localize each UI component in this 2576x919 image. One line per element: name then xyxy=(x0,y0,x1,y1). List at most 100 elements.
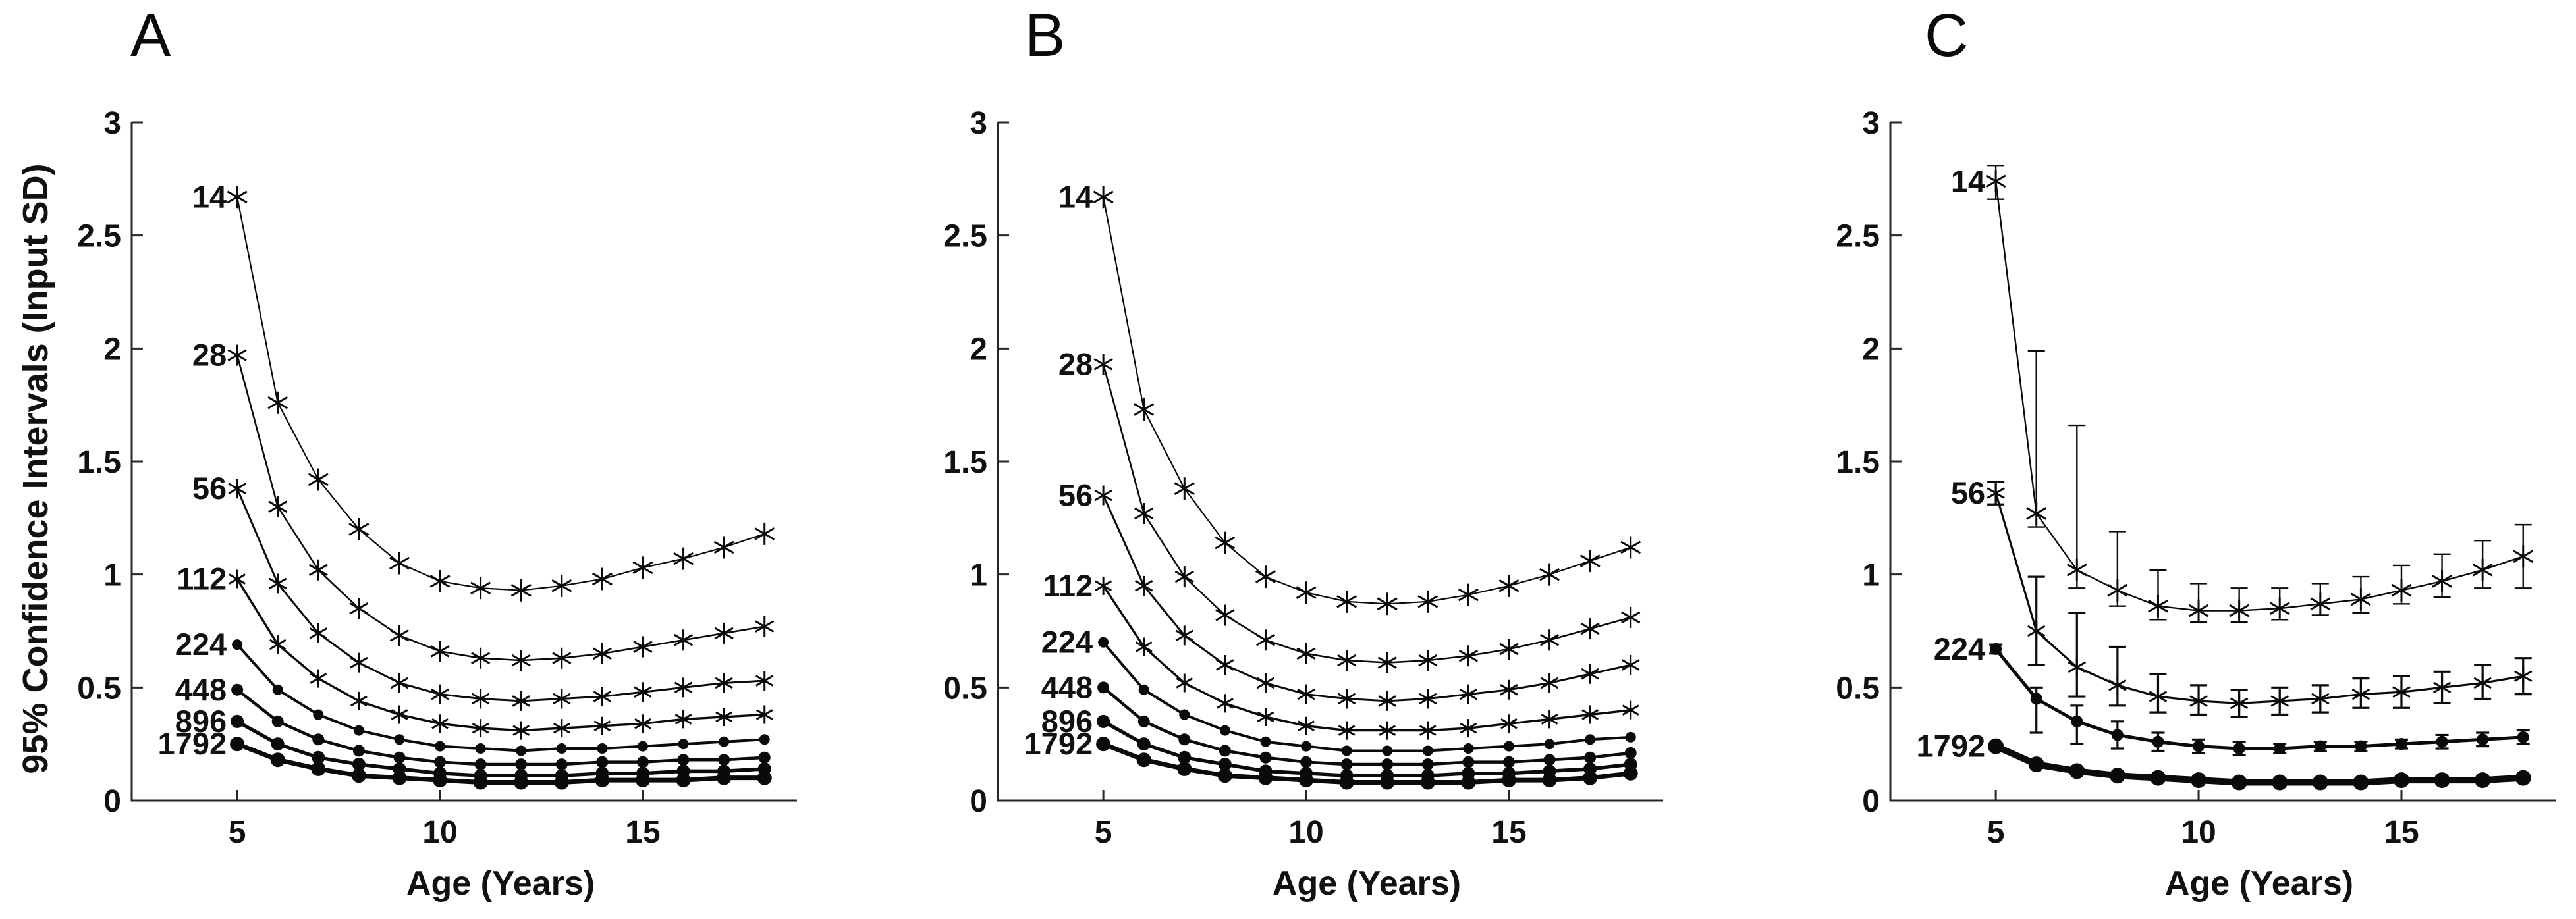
dot-marker xyxy=(2274,743,2286,755)
series-line xyxy=(236,643,766,752)
star-marker xyxy=(2473,673,2492,693)
panel-b-letter: B xyxy=(1025,2,1066,69)
dot-marker xyxy=(272,684,283,695)
y-tick-label: 1 xyxy=(103,558,121,593)
dot-marker xyxy=(678,739,689,750)
series-line xyxy=(1102,363,1632,664)
star-marker xyxy=(511,650,531,671)
dot-marker xyxy=(719,736,730,747)
star-marker xyxy=(1175,625,1194,646)
dot-marker xyxy=(1990,643,2002,655)
dot-marker xyxy=(1544,739,1555,750)
series-line xyxy=(1102,494,1632,702)
dot-marker xyxy=(433,773,448,788)
dot-marker xyxy=(1258,770,1273,785)
star-marker xyxy=(2513,666,2533,687)
dot-marker xyxy=(1382,745,1393,756)
x-tick-label: 10 xyxy=(422,815,457,850)
dot-marker xyxy=(597,743,608,754)
star-marker xyxy=(713,536,734,559)
star-marker xyxy=(2107,579,2128,602)
star-marker xyxy=(1417,590,1439,613)
dot-marker xyxy=(2314,740,2326,752)
star-marker xyxy=(755,671,774,691)
star-marker xyxy=(1419,721,1437,740)
dot-marker xyxy=(1177,761,1192,776)
dot-marker xyxy=(2231,774,2247,791)
dot-marker xyxy=(1340,758,1353,771)
star-marker xyxy=(674,677,693,698)
series-14: 14 xyxy=(1058,179,1641,616)
star-marker xyxy=(1377,652,1397,673)
dot-marker xyxy=(1219,725,1230,736)
star-marker xyxy=(471,647,491,669)
series-label-n14: 14 xyxy=(1058,179,1093,214)
star-marker xyxy=(431,684,449,704)
panel-c-plot: 0 0.5 1 1.5 2 2.5 3 5 10 15 14 56 224 1792 xyxy=(1836,106,2556,850)
dot-marker xyxy=(1463,743,1474,754)
star-marker xyxy=(1620,536,1641,559)
star-marker xyxy=(1337,689,1356,709)
star-marker xyxy=(228,479,246,499)
star-marker xyxy=(1580,618,1600,640)
axes-lines xyxy=(1889,122,2556,802)
star-marker xyxy=(1336,590,1357,613)
star-marker xyxy=(308,559,328,581)
star-marker xyxy=(714,622,734,644)
star-marker xyxy=(229,569,246,589)
star-marker xyxy=(551,574,572,597)
x-tick-label: 15 xyxy=(1491,815,1526,850)
dot-marker xyxy=(1585,734,1596,745)
star-marker xyxy=(1539,563,1560,586)
x-tick-label: 15 xyxy=(625,815,660,850)
star-marker xyxy=(1174,566,1194,588)
dot-marker xyxy=(230,737,245,752)
star-marker xyxy=(472,719,489,738)
dot-marker xyxy=(313,709,324,720)
star-marker xyxy=(2269,597,2290,620)
panel-b-x-axis-label: Age (Years) xyxy=(1272,864,1462,903)
dot-marker xyxy=(2355,740,2367,752)
dot-marker xyxy=(2477,733,2489,746)
dot-marker xyxy=(435,741,446,752)
dot-marker xyxy=(757,770,772,785)
star-marker xyxy=(593,716,611,735)
dot-marker xyxy=(394,734,405,745)
star-marker xyxy=(2189,691,2208,711)
star-marker xyxy=(2068,657,2087,677)
x-tick-label: 10 xyxy=(2181,815,2216,850)
star-marker xyxy=(1134,502,1154,524)
star-marker xyxy=(2026,502,2047,525)
dot-marker xyxy=(1219,745,1231,757)
star-marker xyxy=(1500,679,1518,700)
y-tick-label: 0 xyxy=(103,784,121,819)
series-line xyxy=(1994,647,2525,750)
dot-marker xyxy=(473,775,488,790)
star-marker xyxy=(1378,691,1396,711)
star-marker xyxy=(2108,675,2127,695)
star-marker xyxy=(1579,550,1601,573)
star-marker xyxy=(1215,604,1235,626)
star-marker xyxy=(1419,689,1437,709)
star-marker xyxy=(2188,599,2209,622)
y-tick-label: 3 xyxy=(1862,106,1880,141)
star-marker xyxy=(310,669,327,688)
star-marker xyxy=(1499,638,1519,660)
star-marker xyxy=(470,577,491,600)
star-marker xyxy=(553,719,570,738)
panel-a-letter: A xyxy=(130,2,171,69)
star-marker xyxy=(632,556,653,579)
star-marker xyxy=(1176,673,1193,693)
series-line xyxy=(236,196,765,591)
dot-marker xyxy=(1380,775,1395,790)
star-marker xyxy=(389,552,410,575)
star-marker xyxy=(591,567,613,591)
dot-marker xyxy=(2272,774,2288,791)
y-tick-label: 1.5 xyxy=(943,445,987,480)
star-marker xyxy=(2472,558,2493,581)
series-1792: 1792 xyxy=(1024,726,1638,790)
panel-c-x-axis-label: Age (Years) xyxy=(2164,864,2354,903)
dot-marker xyxy=(352,745,365,757)
series-line xyxy=(1101,720,1633,777)
